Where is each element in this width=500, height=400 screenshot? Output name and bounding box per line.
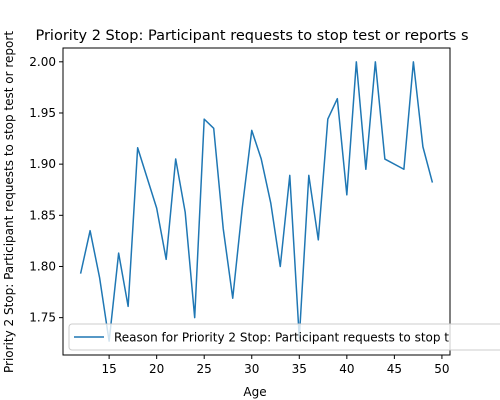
chart-title: Priority 2 Stop: Participant requests to… [35, 28, 468, 44]
y-tick-label: 2.00 [29, 55, 56, 69]
x-tick-label: 15 [101, 362, 116, 376]
x-tick-label: 30 [244, 362, 259, 376]
x-axis-label: Age [243, 385, 266, 399]
y-tick-label: 1.85 [29, 208, 56, 222]
x-tick-label: 40 [339, 362, 354, 376]
y-tick-label: 1.80 [29, 259, 56, 273]
legend-label: Reason for Priority 2 Stop: Participant … [114, 331, 449, 345]
x-tick-label: 35 [292, 362, 307, 376]
y-tick-label: 1.95 [29, 106, 56, 120]
x-tick-label: 45 [387, 362, 402, 376]
legend: Reason for Priority 2 Stop: Participant … [69, 324, 500, 350]
y-axis-label: Priority 2 Stop: Participant requests to… [2, 31, 16, 373]
y-tick-label: 1.90 [29, 157, 56, 171]
y-tick-label: 1.75 [29, 311, 56, 325]
x-tick-label: 50 [434, 362, 449, 376]
x-tick-label: 25 [197, 362, 212, 376]
x-tick-label: 20 [149, 362, 164, 376]
